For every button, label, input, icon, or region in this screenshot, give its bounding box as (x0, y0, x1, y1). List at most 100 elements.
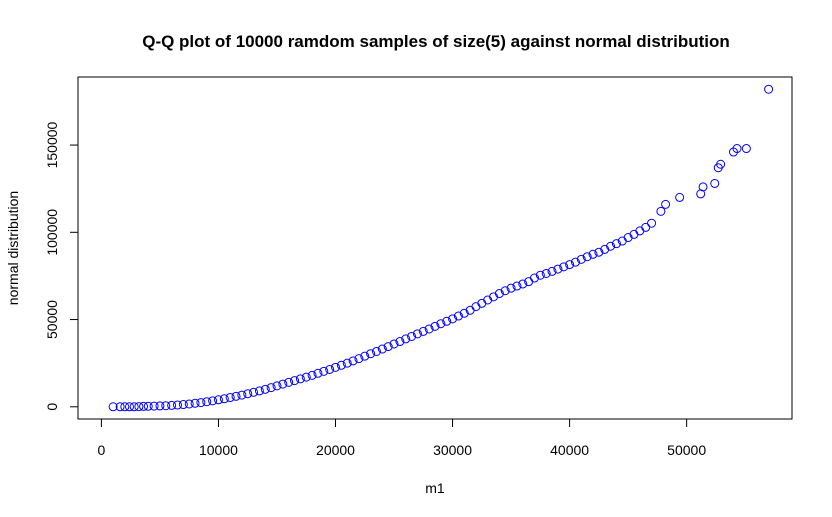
data-point (494, 289, 504, 299)
data-point (172, 400, 182, 410)
data-point (535, 270, 545, 280)
data-point (115, 402, 125, 412)
data-point (459, 308, 469, 318)
data-point (448, 314, 458, 324)
data-point (576, 254, 586, 264)
data-point (430, 321, 440, 331)
data-point (661, 199, 671, 209)
data-point (553, 264, 563, 274)
data-point (178, 400, 188, 410)
plot-frame (77, 76, 793, 420)
data-point (383, 342, 393, 352)
data-point (266, 383, 276, 393)
x-tick-label: 40000 (550, 442, 589, 458)
x-axis: 0 10000 20000 30000 40000 50000 (98, 418, 706, 458)
data-point (295, 374, 305, 384)
data-point (167, 400, 177, 410)
data-point (307, 370, 317, 380)
data-point (325, 364, 335, 374)
x-tick-label: 0 (98, 442, 106, 458)
data-point (301, 372, 311, 382)
data-point (331, 362, 341, 372)
data-point (155, 401, 165, 411)
data-point (594, 247, 604, 257)
data-point (565, 260, 575, 270)
data-point (611, 239, 621, 249)
data-point (313, 368, 323, 378)
data-point (647, 218, 657, 228)
data-point (129, 402, 139, 412)
data-point (500, 286, 510, 296)
data-point (360, 351, 370, 361)
data-point (407, 331, 417, 341)
data-point (412, 329, 422, 339)
data-point (125, 402, 135, 412)
y-axis-label: normal distribution (5, 191, 21, 305)
data-point (541, 268, 551, 278)
data-point (547, 266, 557, 276)
data-point (243, 389, 253, 399)
data-point (237, 390, 247, 400)
data-point (213, 395, 223, 405)
data-point (483, 295, 493, 305)
x-tick-label: 10000 (199, 442, 238, 458)
data-point (588, 249, 598, 259)
x-axis-label: m1 (425, 480, 445, 496)
data-point (698, 182, 708, 192)
data-point (134, 402, 144, 412)
x-tick-label: 50000 (667, 442, 706, 458)
y-tick-label: 0 (44, 403, 60, 411)
data-point (272, 381, 282, 391)
data-point (436, 319, 446, 329)
data-point (149, 401, 159, 411)
data-point (453, 311, 463, 321)
data-point (424, 324, 434, 334)
data-point (716, 159, 726, 169)
data-point (254, 386, 264, 396)
data-point (184, 399, 194, 409)
data-points (108, 84, 774, 412)
data-point (506, 283, 516, 293)
data-point (518, 279, 528, 289)
data-point (161, 401, 171, 411)
data-point (336, 360, 346, 370)
data-point (108, 402, 118, 412)
data-point (471, 302, 481, 312)
data-point (202, 397, 212, 407)
data-point (284, 377, 294, 387)
data-point (139, 401, 149, 411)
data-point (260, 384, 270, 394)
chart-title: Q-Q plot of 10000 ramdom samples of size… (142, 32, 730, 51)
data-point (389, 339, 399, 349)
data-point (764, 84, 774, 94)
data-point (418, 326, 428, 336)
data-point (354, 354, 364, 364)
data-point (512, 281, 522, 291)
data-point (606, 241, 616, 251)
data-point (249, 387, 259, 397)
data-point (635, 226, 645, 236)
data-point (529, 273, 539, 283)
data-point (582, 252, 592, 262)
data-point (641, 222, 651, 232)
data-point (675, 192, 685, 202)
data-point (225, 393, 235, 403)
y-tick-label: 50000 (44, 300, 60, 339)
data-point (371, 346, 381, 356)
data-point (741, 144, 751, 154)
data-point (559, 262, 569, 272)
data-point (219, 394, 229, 404)
data-point (442, 316, 452, 326)
data-point (208, 396, 218, 406)
data-point (290, 376, 300, 386)
y-tick-label: 100000 (44, 209, 60, 256)
data-point (732, 144, 742, 154)
data-point (190, 398, 200, 408)
x-tick-label: 20000 (316, 442, 355, 458)
data-point (377, 344, 387, 354)
data-point (710, 178, 720, 188)
data-point (656, 206, 666, 216)
data-point (120, 402, 130, 412)
data-point (196, 398, 206, 408)
